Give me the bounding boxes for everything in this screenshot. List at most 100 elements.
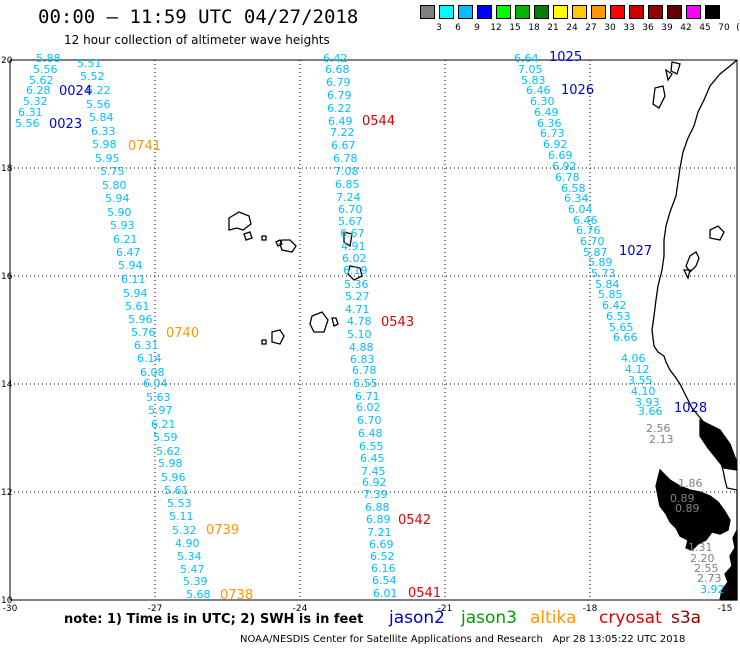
x-tick-label: -24 xyxy=(293,604,308,614)
wave-height-value: 7.45 xyxy=(361,465,386,478)
wave-height-value: 6.21 xyxy=(113,233,138,246)
wave-height-value: 6.55 xyxy=(359,440,384,453)
wave-height-value: 5.52 xyxy=(80,70,105,83)
wave-height-value: 0.89 xyxy=(670,492,695,505)
x-tick-label: -18 xyxy=(583,604,598,614)
wave-height-value: 4.10 xyxy=(631,385,656,398)
colorbar-label: 36 xyxy=(642,23,654,33)
wave-height-value: 6.19 xyxy=(343,264,368,277)
colorbar-swatch xyxy=(686,5,701,19)
wave-height-value: 2.73 xyxy=(697,572,722,585)
wave-height-value: 6.78 xyxy=(333,152,358,165)
wave-height-value: 6.02 xyxy=(356,401,381,414)
wave-height-value: 5.47 xyxy=(180,563,205,576)
y-tick-label: 14 xyxy=(1,380,13,390)
wave-height-value: 5.94 xyxy=(105,192,130,205)
cape-verde-brava xyxy=(261,339,267,345)
wave-height-value: 6.28 xyxy=(26,84,51,97)
colorbar-swatch xyxy=(458,5,473,19)
wave-height-value: 5.39 xyxy=(183,575,208,588)
cape-verde-santiago xyxy=(309,311,329,333)
wave-height-value: 2.20 xyxy=(690,552,715,565)
wave-height-value: 6.46 xyxy=(573,214,598,227)
pass-time-label: 0024 xyxy=(59,84,92,99)
footnote: note: 1) Time is in UTC; 2) SWH is in fe… xyxy=(64,612,364,627)
y-tick-label: 16 xyxy=(1,272,13,282)
wave-height-value: 6.08 xyxy=(140,366,165,379)
coast-small-islands xyxy=(682,251,700,280)
colorbar-label: 6 xyxy=(455,23,461,33)
cape-verde-maio xyxy=(331,317,339,327)
wave-height-value: 6.31 xyxy=(18,106,43,119)
axis-ticks: -30 -27 -24 -21 -18 -15 20 18 16 14 12 10 xyxy=(1,56,732,614)
x-tick-label: -30 xyxy=(3,604,18,614)
pass-time-label: 0023 xyxy=(49,117,82,132)
colorbar-label: 33 xyxy=(623,23,635,33)
wave-height-value: 6.22 xyxy=(327,102,352,115)
wave-height-value: 7.39 xyxy=(363,488,388,501)
cape-verde-sao-vicente xyxy=(243,231,253,241)
wave-height-value: 5.94 xyxy=(118,259,143,272)
pass-time-label: 0541 xyxy=(408,586,441,601)
wave-height-value: 6.58 xyxy=(561,182,586,195)
wave-height-value: 7.22 xyxy=(330,126,355,139)
wave-height-value: 5.87 xyxy=(583,246,608,259)
wave-height-value: 1.86 xyxy=(678,477,703,490)
wave-height-value: 6.33 xyxy=(91,125,116,138)
cape-verde-santo-antao xyxy=(228,211,252,231)
colorbar-label: 9 xyxy=(474,23,480,33)
wave-height-value: 5.68 xyxy=(186,588,211,601)
colorbar-swatch xyxy=(496,5,511,19)
y-tick-label: 20 xyxy=(1,56,13,66)
colorbar-swatch xyxy=(420,5,435,19)
wave-height-value: 2.13 xyxy=(649,433,674,446)
wave-height-value: 6.42 xyxy=(602,299,627,312)
coast-islet xyxy=(709,225,725,241)
map-title: 00:00 – 11:59 UTC 04/27/2018 xyxy=(38,6,359,28)
wave-height-value: 2.55 xyxy=(694,562,719,575)
guinea-bissau-archipelago xyxy=(655,468,731,551)
satellite-legend-s3a: s3a xyxy=(671,608,702,628)
wave-height-value: 4.91 xyxy=(341,240,366,253)
wave-height-value: 5.76 xyxy=(131,326,156,339)
wave-height-value: 5.75 xyxy=(100,165,125,178)
satellite-legend-jason3: jason3 xyxy=(461,608,517,628)
wave-height-value: 6.22 xyxy=(86,84,111,97)
wave-height-value: 5.84 xyxy=(89,111,114,124)
wave-height-value: 4.12 xyxy=(625,363,650,376)
wave-height-value: 5.94 xyxy=(123,287,148,300)
colorbar-label: 24 xyxy=(566,23,578,33)
wave-height-value: 5.32 xyxy=(172,524,197,537)
wave-height-value: 6.02 xyxy=(342,252,367,265)
wave-height-value: 5.56 xyxy=(33,63,58,76)
wave-height-value: 6.04 xyxy=(143,377,168,390)
wave-height-value: 3.55 xyxy=(628,374,653,387)
colorbar-swatch xyxy=(572,5,587,19)
wave-height-value: 5.62 xyxy=(156,445,181,458)
pass-time-label: 0544 xyxy=(362,114,395,129)
wave-height-value: 6.73 xyxy=(540,127,565,140)
wave-height-value: 6.92 xyxy=(552,160,577,173)
wave-height-value: 6.11 xyxy=(121,273,146,286)
wave-height-value: 5.90 xyxy=(107,206,132,219)
wave-height-value: 5.10 xyxy=(347,328,372,341)
colorbar-label: 45 xyxy=(699,23,711,33)
wave-height-value: 5.98 xyxy=(158,457,183,470)
colorbar-swatch xyxy=(705,5,720,19)
pass-time-label: 0542 xyxy=(398,513,431,528)
senegal-gambia-land xyxy=(699,418,738,471)
wave-height-value: 5.32 xyxy=(23,95,48,108)
wave-height-value: 6.47 xyxy=(116,246,141,259)
wave-height-value: 4.06 xyxy=(621,352,646,365)
satellite-legend-jason2: jason2 xyxy=(389,608,445,628)
cape-verde-fogo xyxy=(271,329,285,345)
wave-height-value: 5.73 xyxy=(591,267,616,280)
altimeter-tracks: 5.885.565.626.285.326.315.565.515.526.22… xyxy=(15,52,725,601)
wave-height-value: 6.01 xyxy=(373,587,398,600)
wave-height-value: 4.78 xyxy=(347,315,372,328)
wave-height-value: 6.36 xyxy=(537,117,562,130)
wave-height-value: 6.76 xyxy=(576,224,601,237)
pass-time-label: 0741 xyxy=(128,139,161,154)
coast-fill-south xyxy=(719,490,738,601)
